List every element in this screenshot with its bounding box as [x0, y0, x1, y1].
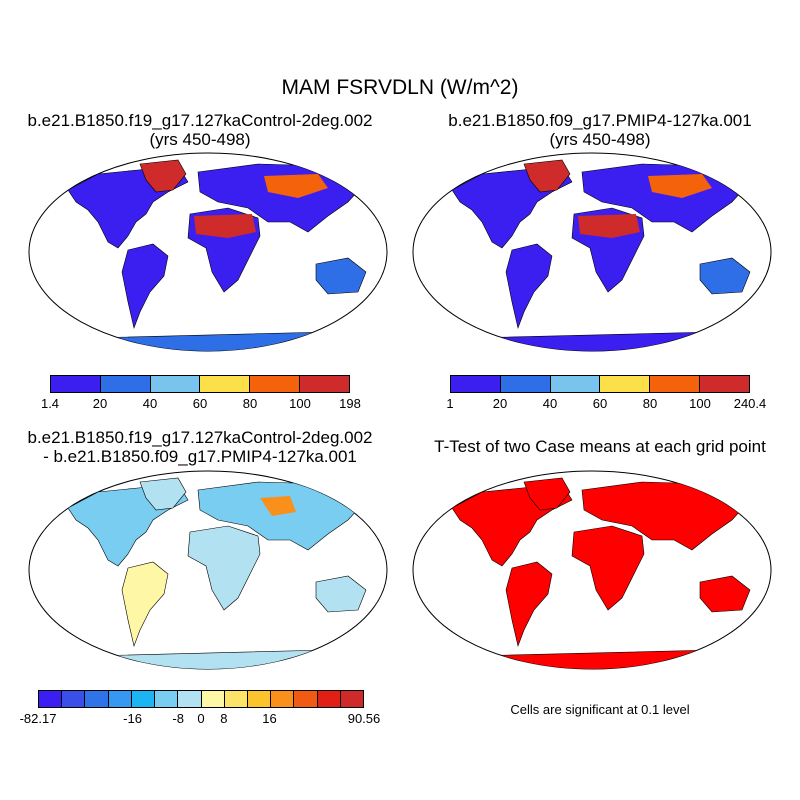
- colorbar-swatch: [300, 376, 349, 392]
- map-pmip4: [412, 152, 772, 352]
- colorbar-swatch: [155, 691, 179, 707]
- colorbar-tick-label: 20: [92, 396, 108, 411]
- map-difference: [28, 470, 388, 670]
- colorbar-tick-label: 80: [642, 396, 658, 411]
- colorbar-swatch: [247, 691, 272, 707]
- colorbar-tick-label: 80: [242, 396, 258, 411]
- colorbar-tick-label: 8: [220, 711, 228, 726]
- colorbar-swatch: [178, 691, 202, 707]
- colorbar-tick-label: 0: [197, 711, 205, 726]
- map-ttest: [412, 470, 772, 670]
- panel-title-line1: b.e21.B1850.f09_g17.PMIP4-127ka.001: [448, 111, 752, 130]
- colorbar-swatch: [600, 376, 651, 392]
- map-control: [28, 152, 388, 352]
- sahara-band: [578, 214, 640, 238]
- colorbar-swatch: [550, 376, 601, 392]
- colorbar-tick-label: 1: [446, 396, 454, 411]
- asia-arid-band: [264, 174, 328, 198]
- colorbar-swatch: [340, 691, 364, 707]
- greenland-land: [139, 477, 187, 511]
- colorbar-swatch: [224, 691, 248, 707]
- colorbar-swatch: [100, 376, 151, 392]
- colorbar-tick-label: -16: [123, 711, 142, 726]
- colorbar-swatch: [451, 376, 501, 392]
- panel-title-difference: b.e21.B1850.f19_g17.127kaControl-2deg.00…: [0, 428, 400, 466]
- panel-title-line2: (yrs 450-498): [549, 130, 651, 149]
- africa-land: [187, 525, 261, 611]
- colorbar-tick-label: 240.4: [733, 396, 767, 411]
- colorbar-tick-label: 198: [339, 396, 361, 411]
- colorbar-swatch: [201, 691, 225, 707]
- colorbar-tick-label: 100: [689, 396, 711, 411]
- panel-title-line2: - b.e21.B1850.f09_g17.PMIP4-127ka.001: [43, 447, 357, 466]
- colorbar-tick-label: 60: [192, 396, 208, 411]
- asia-arid-band: [648, 174, 712, 198]
- colorbar-swatch: [500, 376, 551, 392]
- colorbar-swatch: [700, 376, 749, 392]
- colorbar-pmip4: [450, 375, 750, 393]
- colorbar-swatch: [200, 376, 251, 392]
- colorbar-tick-label: 60: [592, 396, 608, 411]
- colorbar-swatch: [294, 691, 318, 707]
- colorbar-swatch: [39, 691, 63, 707]
- central-asia-anomaly: [260, 496, 296, 516]
- panel-title-line1: b.e21.B1850.f19_g17.127kaControl-2deg.00…: [27, 111, 373, 130]
- colorbar-swatch: [250, 376, 301, 392]
- australia-land: [315, 575, 367, 613]
- significance-note: Cells are significant at 0.1 level: [510, 702, 690, 717]
- panel-title-line2: (yrs 450-498): [149, 130, 251, 149]
- land-fill-group: [67, 477, 369, 669]
- colorbar-tick-label: 100: [289, 396, 311, 411]
- colorbar-tick-label: 16: [262, 711, 277, 726]
- colorbar-swatch: [131, 691, 156, 707]
- greenland-land: [523, 159, 571, 193]
- australia-land: [699, 575, 751, 613]
- colorbar-swatch: [150, 376, 201, 392]
- panel-title-pmip4: b.e21.B1850.f09_g17.PMIP4-127ka.001 (yrs…: [400, 111, 800, 149]
- colorbar-swatch: [108, 691, 132, 707]
- panel-title-line1: T-Test of two Case means at each grid po…: [434, 437, 766, 456]
- south-america-land: [505, 561, 553, 648]
- colorbar-tick-label: -8: [172, 711, 184, 726]
- main-title: MAM FSRVDLN (W/m^2): [281, 76, 519, 99]
- africa-land: [571, 525, 645, 611]
- panel-title-control: b.e21.B1850.f19_g17.127kaControl-2deg.00…: [0, 111, 400, 149]
- colorbar-tick-label: 90.56: [347, 711, 381, 726]
- significant-cells-group: [451, 477, 753, 669]
- colorbar-swatch: [62, 691, 86, 707]
- colorbar-swatch: [51, 376, 101, 392]
- sahara-band: [194, 214, 256, 238]
- colorbar-swatch: [271, 691, 295, 707]
- colorbar-tick-label: -82.17: [19, 711, 57, 726]
- colorbar-tick-label: 40: [142, 396, 158, 411]
- australia-land: [699, 257, 751, 295]
- south-america-land: [121, 561, 169, 648]
- colorbar-difference: [38, 690, 364, 708]
- panel-title-ttest: T-Test of two Case means at each grid po…: [400, 437, 800, 456]
- panel-title-line1: b.e21.B1850.f19_g17.127kaControl-2deg.00…: [27, 428, 373, 447]
- greenland-land: [139, 159, 187, 193]
- south-america-land: [121, 243, 169, 330]
- south-america-land: [505, 243, 553, 330]
- colorbar-control: [50, 375, 350, 393]
- australia-land: [315, 257, 367, 295]
- colorbar-swatch: [85, 691, 109, 707]
- greenland-land: [523, 477, 571, 511]
- colorbar-tick-label: 40: [542, 396, 558, 411]
- colorbar-swatch: [317, 691, 341, 707]
- colorbar-tick-label: 20: [492, 396, 508, 411]
- colorbar-tick-label: 1.4: [40, 396, 60, 411]
- colorbar-swatch: [650, 376, 701, 392]
